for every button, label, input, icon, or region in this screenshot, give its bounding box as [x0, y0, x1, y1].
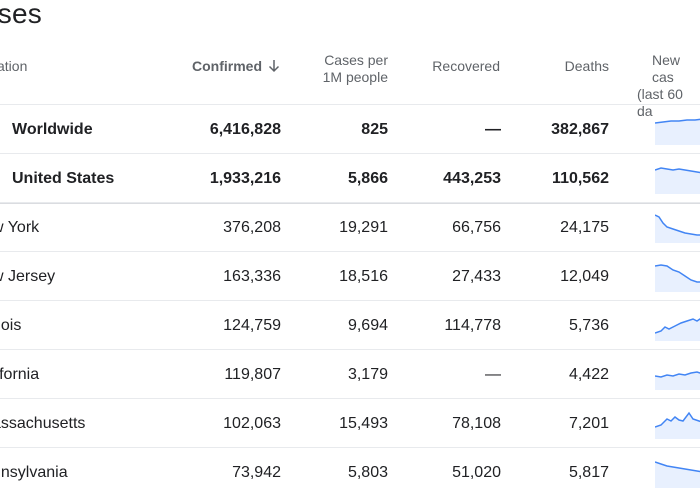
deaths-cell: 5,817 — [568, 464, 609, 481]
confirmed-cell: 1,933,216 — [209, 170, 281, 187]
deaths-cell: 24,175 — [560, 219, 609, 236]
table-row[interactable]: United States 1,933,216 5,866 443,253 110,56… — [0, 153, 700, 204]
deaths-cell: 12,049 — [560, 268, 609, 285]
sparkline-chart — [655, 318, 700, 341]
sparkline-chart — [655, 167, 700, 194]
column-header-new-cases[interactable]: New cas (last 60 da — [637, 52, 700, 120]
sparkline-chart — [655, 411, 700, 439]
deaths-cell: 382,867 — [551, 121, 609, 138]
recovered-cell: 78,108 — [452, 415, 501, 432]
cases-per-million-cell: 3,179 — [347, 366, 388, 383]
deaths-cell: 110,562 — [552, 170, 609, 187]
location-cell: lifornia — [0, 366, 40, 383]
location-cell: nnsylvania — [0, 464, 68, 481]
table-row[interactable]: assachusetts 102,063 15,493 78,108 7,201 — [0, 398, 700, 448]
confirmed-cell: 6,416,828 — [209, 121, 281, 138]
sparkline-chart — [655, 118, 700, 145]
location-cell: w Jersey — [0, 268, 56, 285]
column-header-location[interactable]: cation — [0, 58, 28, 74]
table-row[interactable]: w Jersey 163,336 18,516 27,433 12,049 — [0, 251, 700, 301]
location-cell: nois — [0, 317, 22, 334]
table-row[interactable]: w York 376,208 19,291 66,756 24,175 — [0, 202, 700, 252]
column-header-deaths[interactable]: Deaths — [564, 58, 609, 74]
column-header-new-cases-line2: (last 60 da — [637, 86, 683, 119]
deaths-cell: 7,201 — [568, 415, 609, 432]
table-row[interactable]: nnsylvania 73,942 5,803 51,020 5,817 — [0, 447, 700, 497]
deaths-cell: 4,422 — [568, 366, 609, 383]
recovered-cell: — — [485, 366, 501, 383]
column-header-cases-per-line2: 1M people — [322, 69, 388, 85]
column-header-confirmed-label: Confirmed — [192, 58, 262, 74]
column-header-new-cases-line1: New cas — [652, 52, 681, 85]
location-cell: Worldwide — [12, 121, 93, 138]
confirmed-cell: 163,336 — [223, 268, 281, 285]
recovered-cell: — — [485, 121, 501, 138]
table-row[interactable]: Worldwide 6,416,828 825 — 382,867 — [0, 104, 700, 154]
cases-per-million-cell: 5,803 — [347, 464, 388, 481]
recovered-cell: 51,020 — [452, 464, 501, 481]
table-row[interactable]: nois 124,759 9,694 114,778 5,736 — [0, 300, 700, 350]
recovered-cell: 443,253 — [443, 170, 501, 187]
sparkline-chart — [655, 214, 700, 243]
cases-per-million-cell: 5,866 — [347, 170, 388, 187]
recovered-cell: 114,778 — [444, 317, 501, 334]
confirmed-cell: 376,208 — [223, 219, 281, 236]
confirmed-cell: 119,807 — [224, 366, 281, 383]
location-cell: w York — [0, 219, 40, 236]
sparkline-chart — [655, 461, 700, 488]
column-header-recovered[interactable]: Recovered — [432, 58, 500, 74]
confirmed-cell: 102,063 — [223, 415, 281, 432]
cases-per-million-cell: 19,291 — [339, 219, 388, 236]
location-cell: United States — [12, 170, 115, 187]
recovered-cell: 27,433 — [452, 268, 501, 285]
page-title: ases — [0, 0, 42, 29]
cases-per-million-cell: 18,516 — [339, 268, 388, 285]
cases-per-million-cell: 825 — [361, 121, 388, 138]
cases-per-million-cell: 9,694 — [347, 317, 388, 334]
sparkline-chart — [655, 371, 700, 390]
cases-per-million-cell: 15,493 — [339, 415, 388, 432]
recovered-cell: 66,756 — [452, 219, 501, 236]
confirmed-cell: 73,942 — [232, 464, 281, 481]
confirmed-cell: 124,759 — [223, 317, 281, 334]
deaths-cell: 5,736 — [568, 317, 609, 334]
arrow-down-icon — [268, 59, 280, 77]
column-header-cases-per-line1: Cases per — [324, 52, 388, 68]
column-header-cases-per-million[interactable]: Cases per 1M people — [300, 52, 388, 86]
column-header-confirmed[interactable]: Confirmed — [180, 58, 280, 77]
table-row[interactable]: lifornia 119,807 3,179 — 4,422 — [0, 349, 700, 399]
sparkline-chart — [655, 264, 700, 292]
location-cell: assachusetts — [0, 415, 86, 432]
